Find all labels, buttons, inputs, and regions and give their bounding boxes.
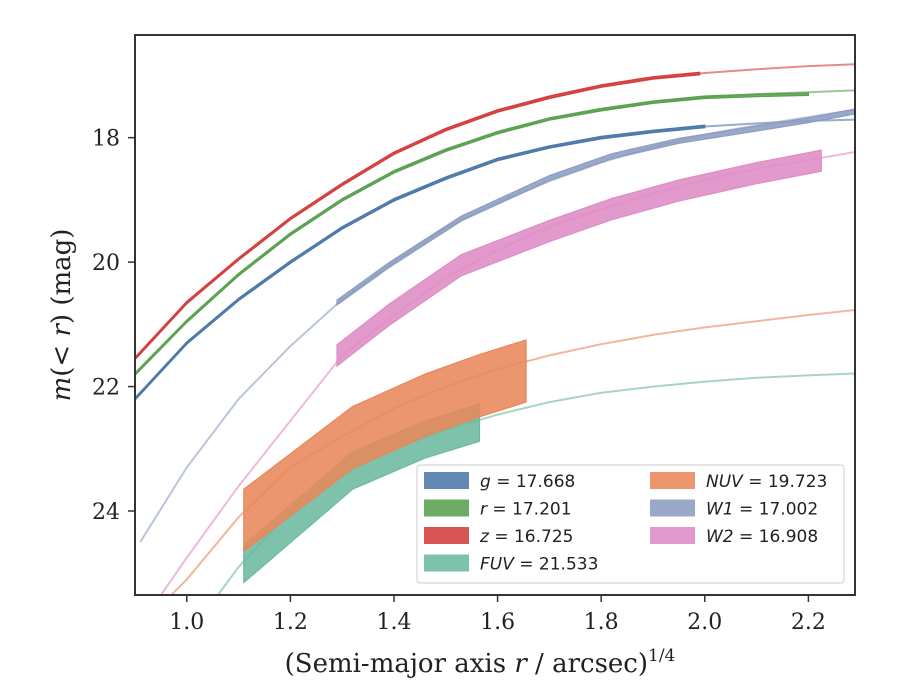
y-tick-label: 22 [92,376,120,401]
x-tick-label: 1.8 [584,610,619,635]
legend-label-fuv: FUV = 21.533 [480,555,598,575]
x-tick-label: 1.4 [376,610,411,635]
legend-label-nuv: NUV = 19.723 [706,472,827,492]
legend-swatch-fuv [424,554,469,572]
legend-label-r: r = 17.201 [480,500,572,520]
x-tick-label: 1.6 [480,610,515,635]
x-axis-label-post: / arcsec) [527,649,648,679]
legend-frame [416,464,845,584]
y-tick-label: 18 [92,127,120,152]
legend-label-w1: W1 = 17.002 [706,500,818,520]
x-tick-label: 1.0 [169,610,204,635]
y-tick-label: 20 [92,251,120,276]
plot-frame [134,34,856,596]
observed-band-w1 [336,108,855,307]
legend: g = 17.668 r = 17.201 z = 16.725 FUV = 21.5… [416,464,845,584]
y-axis-label-unit: ) (mag) [47,229,77,325]
legend-label-g: g = 17.668 [480,472,575,492]
y-axis-label-open: (< [47,337,77,377]
observed-band-z [135,71,701,361]
legend-swatch-nuv [650,472,695,489]
y-axis-label: m(< r) (mag) [47,229,77,402]
x-axis-label-pre: (Semi-major axis [285,649,515,679]
x-tick-label: 2.2 [791,610,826,635]
legend-swatch-r [424,499,469,517]
x-axis-label-var: r [514,649,528,679]
x-axis-ticks: 1.0 1.2 1.4 1.6 1.8 2.0 2.2 [169,595,826,635]
y-axis-label-m: m [47,377,77,402]
model-curve-z [135,63,855,360]
legend-swatch-z [424,527,469,544]
legend-swatch-w1 [650,499,695,517]
x-axis-label-exponent: 1/4 [648,646,675,666]
legend-label-w2: W2 = 16.908 [706,527,818,547]
legend-swatch-g [424,472,469,489]
observed-profiles [135,71,855,584]
x-axis-label: (Semi-major axis r / arcsec)1/4 [285,646,676,679]
legend-label-z: z = 16.725 [479,527,573,547]
y-tick-label: 24 [92,500,120,525]
x-tick-label: 1.2 [273,610,308,635]
observed-band-r [135,92,809,377]
legend-swatch-w2 [650,527,695,544]
observed-band-w2 [336,149,822,368]
y-axis-label-r: r [47,323,77,337]
observed-band-g [135,124,706,402]
x-tick-label: 2.0 [687,610,722,635]
y-axis-ticks: 18 20 22 24 [92,127,135,525]
observed-band-nuv [243,339,527,553]
